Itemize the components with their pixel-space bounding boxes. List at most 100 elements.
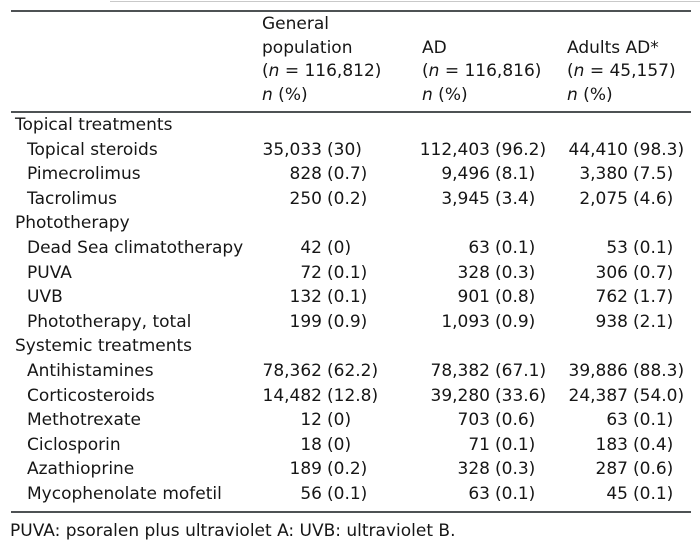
section-label: Topical treatments [15,115,173,135]
treatments-table: General population (n = 116,812) n (%) AD (n … [11,10,691,513]
value-cell: 828 (0.7) [251,162,417,187]
percent-value: (2.1) [633,311,674,332]
count-value: 63 [468,237,490,258]
percent-value: (0.1) [495,434,536,455]
count-value: 14,482 [262,385,322,406]
data-row: Ciclosporin 18 (0) 71 (0.1) 183 (0.4) [11,433,691,458]
percent-value: (0.2) [327,188,368,209]
percent-value: (1.7) [633,287,674,308]
percent-value: (0.2) [327,459,368,480]
value-cell: 112,403 (96.2) [417,138,563,163]
table-top-rule [11,10,691,12]
value-cell: 762 (1.7) [563,285,691,310]
count-value: 3,945 [441,188,490,209]
percent-value: (98.3) [633,139,685,160]
count-value: 78,362 [262,360,322,381]
percent-value: (0.1) [633,483,674,504]
count-value: 53 [606,237,628,258]
treatment-label: PUVA [27,262,72,283]
value-cell: 9,496 (8.1) [417,162,563,187]
treatment-label: Methotrexate [27,410,142,431]
header-separator-rule [11,111,691,113]
count-value: 42 [300,237,322,258]
percent-value: (0.1) [495,483,536,504]
count-value: 78,382 [430,360,490,381]
percent-value: (0) [327,237,352,258]
value-cell: 78,382 (67.1) [417,359,563,384]
value-cell: 63 (0.1) [563,408,691,433]
treatment-label: Tacrolimus [27,188,117,209]
value-cell: 63 (0.1) [417,482,563,507]
column-title-line: General [262,14,329,34]
treatment-label: Topical steroids [27,139,158,160]
section-label: Phototherapy [15,213,130,234]
data-row: Azathioprine 189 (0.2) 328 (0.3) 287 (0.6) [11,457,691,482]
value-cell: 14,482 (12.8) [251,384,417,409]
column-header-empty [11,107,251,111]
column-stat-label: n (%) [262,84,308,105]
percent-value: (0.7) [633,262,674,283]
count-value: 189 [289,459,322,480]
value-cell: 18 (0) [251,433,417,458]
count-value: 72 [300,262,322,283]
data-row: Pimecrolimus 828 (0.7) 9,496 (8.1) 3,380 (7.5) [11,162,691,187]
value-cell: 12 (0) [251,408,417,433]
percent-value: (0.1) [495,237,536,258]
treatment-label: Ciclosporin [27,434,121,455]
count-value: 3,380 [579,164,628,185]
treatment-label: Azathioprine [27,459,135,480]
percent-value: (0.1) [633,237,674,258]
count-value: 287 [595,459,628,480]
data-row: UVB 132 (0.1) 901 (0.8) 762 (1.7) [11,285,691,310]
section-row: Systemic treatments [11,334,691,359]
value-cell: 703 (0.6) [417,408,563,433]
data-row: Corticosteroids 14,482 (12.8) 39,280 (33.6) 2… [11,384,691,409]
value-cell: 56 (0.1) [251,482,417,507]
column-title-line: population [262,37,353,58]
treatment-label: Dead Sea climatotherapy [27,237,244,258]
percent-value: (0) [327,434,352,455]
count-value: 9,496 [441,164,490,185]
value-cell: 938 (2.1) [563,310,691,335]
value-cell: 35,033 (30) [251,138,417,163]
data-row: Phototherapy, total 199 (0.9) 1,093 (0.9) 938… [11,310,691,335]
section-row: Topical treatments [11,113,691,138]
value-cell: 901 (0.8) [417,285,563,310]
count-value: 132 [289,287,322,308]
count-value: 328 [457,459,490,480]
treatment-label: UVB [27,287,63,308]
value-cell: 42 (0) [251,236,417,261]
count-value: 828 [289,164,322,185]
count-value: 938 [595,311,628,332]
value-cell: 250 (0.2) [251,187,417,212]
value-cell: 39,886 (88.3) [563,359,691,384]
column-title-line: AD [422,37,447,58]
column-title-line: Adults AD* [567,37,659,58]
percent-value: (0.1) [327,262,368,283]
count-value: 39,280 [430,385,490,406]
count-value: 63 [468,483,490,504]
percent-value: (0.1) [327,287,368,308]
percent-value: (0.8) [495,287,536,308]
count-value: 56 [300,483,322,504]
percent-value: (4.6) [633,188,674,209]
treatment-label: Antihistamines [27,360,154,381]
column-stat-label: n (%) [422,84,468,105]
section-label: Systemic treatments [15,336,193,357]
percent-value: (0) [327,410,352,431]
value-cell: 132 (0.1) [251,285,417,310]
percent-value: (96.2) [495,139,547,160]
percent-value: (30) [327,139,362,160]
value-cell: 72 (0.1) [251,261,417,286]
percent-value: (0.6) [495,410,536,431]
count-value: 71 [468,434,490,455]
value-cell: 328 (0.3) [417,261,563,286]
treatment-label: Mycophenolate mofetil [27,483,222,504]
count-value: 1,093 [441,311,490,332]
count-value: 762 [595,287,628,308]
count-value: 183 [595,434,628,455]
value-cell: 183 (0.4) [563,433,691,458]
value-cell: 39,280 (33.6) [417,384,563,409]
count-value: 24,387 [568,385,628,406]
table-bottom-rule [11,510,691,513]
